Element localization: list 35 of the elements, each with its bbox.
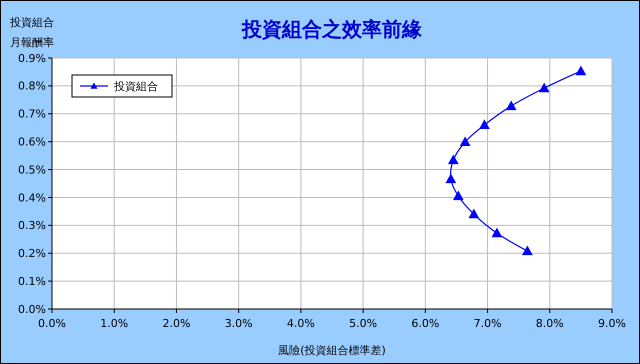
chart-title: 投資組合之效率前緣 — [241, 17, 423, 41]
point — [446, 174, 456, 184]
y-tick-label: 0.1% — [18, 274, 46, 288]
x-tick-label: 7.0% — [474, 317, 502, 330]
x-tick-label: 6.0% — [411, 317, 440, 330]
point — [506, 100, 516, 110]
x-tick-label: 3.0% — [224, 317, 253, 330]
y-tick-label: 0.4% — [18, 191, 46, 204]
y-tick-label: 0.2% — [18, 247, 46, 260]
point — [479, 120, 490, 130]
y-tick-label: 0.5% — [18, 163, 46, 176]
x-tick-label: 8.0% — [536, 317, 564, 330]
point — [448, 155, 458, 164]
point — [460, 136, 470, 146]
y-tick-label: 0.9% — [18, 52, 46, 65]
legend-label: 投資組合 — [113, 80, 158, 93]
point — [468, 209, 479, 218]
x-tick-label: 5.0% — [349, 317, 378, 330]
y-tick-label: 0.7% — [18, 108, 46, 121]
x-tick-label: 1.0% — [100, 317, 128, 330]
x-tick-label: 9.0% — [598, 317, 626, 330]
y-tick-label: 0.0% — [18, 302, 46, 316]
x-tick-label: 4.0% — [286, 317, 315, 330]
y-tick-label: 0.3% — [18, 219, 46, 232]
y-axis-title: 投資組合月報酬率 — [9, 16, 54, 49]
x-tick-label: 0.0% — [38, 317, 66, 330]
x-axis-title: 風險(投資組合標準差) — [278, 344, 386, 357]
x-tick-label: 2.0% — [162, 317, 190, 330]
y-tick-label: 0.6% — [18, 136, 46, 149]
point — [492, 228, 502, 238]
point — [453, 191, 464, 200]
y-tick-label: 0.8% — [18, 80, 46, 93]
point — [522, 246, 532, 256]
point — [576, 66, 586, 76]
point — [539, 83, 550, 92]
